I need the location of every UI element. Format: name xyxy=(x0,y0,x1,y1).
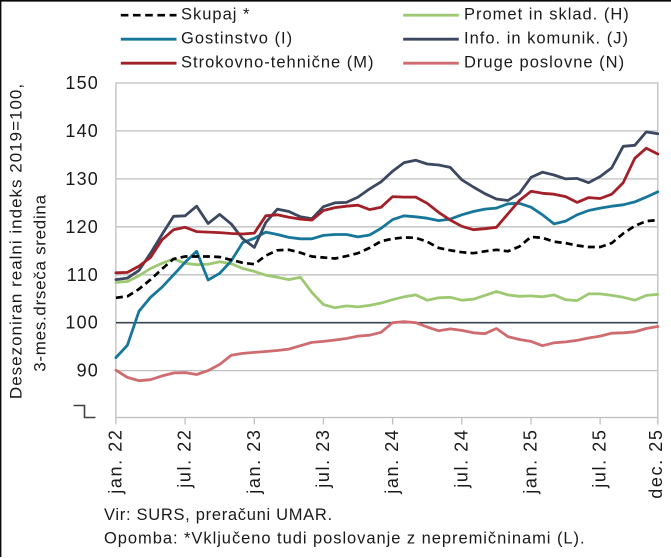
svg-text:130: 130 xyxy=(65,169,99,189)
svg-text:jul. 23: jul. 23 xyxy=(313,429,333,489)
svg-text:Promet in sklad. (H): Promet in sklad. (H) xyxy=(464,6,630,24)
svg-text:Strokovno-tehnične (M): Strokovno-tehnične (M) xyxy=(181,54,375,72)
svg-text:jan. 25: jan. 25 xyxy=(521,429,541,495)
svg-text:110: 110 xyxy=(67,265,99,285)
svg-text:3-mes.drseča sredina: 3-mes.drseča sredina xyxy=(31,194,50,371)
svg-text:90: 90 xyxy=(77,361,99,381)
svg-text:jul. 22: jul. 22 xyxy=(175,429,195,489)
svg-text:Opomba: *Vključeno tudi poslov: Opomba: *Vključeno tudi poslovanje z nep… xyxy=(104,530,586,548)
svg-text:Druge poslovne (N): Druge poslovne (N) xyxy=(464,54,625,72)
svg-text:100: 100 xyxy=(65,313,99,333)
svg-text:jan. 23: jan. 23 xyxy=(244,429,264,495)
svg-text:jul. 25: jul. 25 xyxy=(590,429,610,489)
svg-text:Skupaj *: Skupaj * xyxy=(181,6,250,24)
svg-text:150: 150 xyxy=(65,73,99,93)
svg-text:dec. 25: dec. 25 xyxy=(646,429,666,499)
svg-text:jan. 22: jan. 22 xyxy=(105,429,125,495)
svg-text:Gostinstvo (I): Gostinstvo (I) xyxy=(181,30,293,48)
svg-text:Info. in komunik. (J): Info. in komunik. (J) xyxy=(464,30,629,48)
svg-text:140: 140 xyxy=(65,121,99,141)
svg-text:jan. 24: jan. 24 xyxy=(382,429,402,495)
svg-text:120: 120 xyxy=(65,217,99,237)
svg-text:jul. 24: jul. 24 xyxy=(451,429,471,489)
svg-text:Vir: SURS, preračuni UMAR.: Vir: SURS, preračuni UMAR. xyxy=(104,506,333,524)
svg-text:Desezoniran realni indeks 2019: Desezoniran realni indeks 2019=100, xyxy=(7,83,26,399)
